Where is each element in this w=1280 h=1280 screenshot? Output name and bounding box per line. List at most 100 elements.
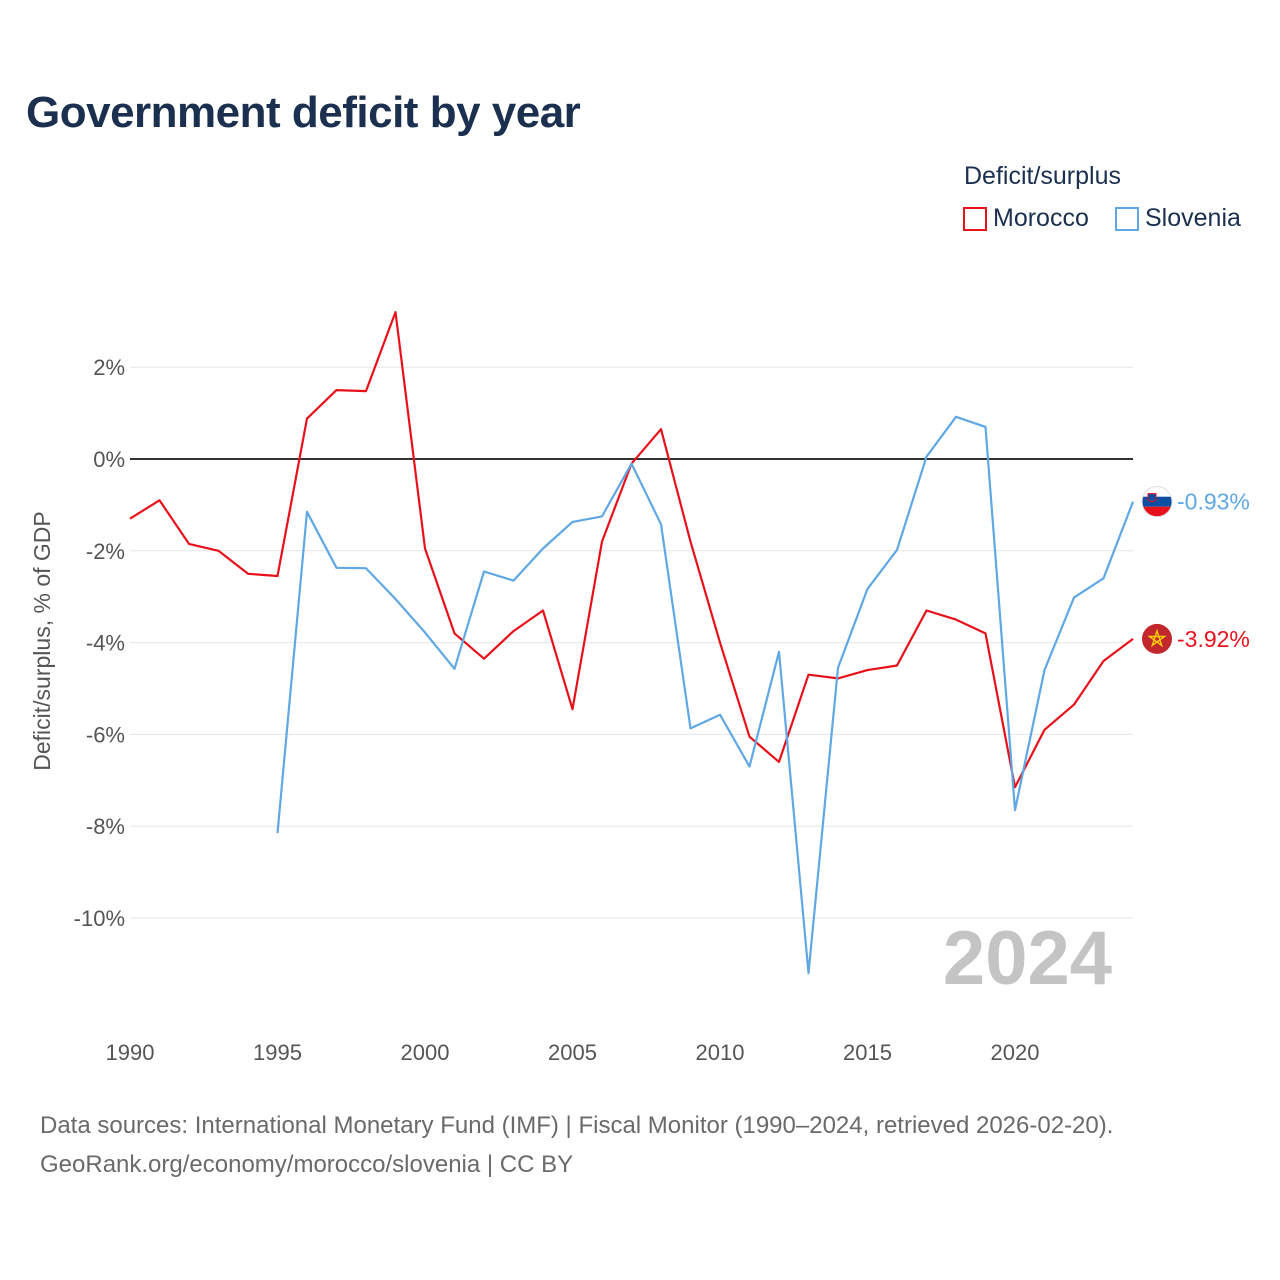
data-point-slovenia[interactable] [717,712,723,718]
footer: Data sources: International Monetary Fun… [40,1106,1113,1184]
data-point-slovenia[interactable] [599,513,605,519]
source-note: Data sources: International Monetary Fun… [40,1112,1114,1139]
legend-label-slovenia: Slovenia [1145,204,1241,232]
data-point-slovenia[interactable] [924,454,930,460]
data-point-slovenia[interactable] [865,586,871,592]
data-point-morocco[interactable] [1042,727,1048,733]
data-point-morocco[interactable] [452,630,458,636]
data-point-morocco[interactable] [806,672,812,678]
y-tick-label: -4% [86,631,125,656]
x-tick-label: 1990 [106,1040,155,1065]
y-tick-label: -6% [86,722,125,747]
end-label-slovenia: -0.93% [1177,489,1250,515]
data-point-morocco[interactable] [1071,702,1077,708]
data-point-slovenia[interactable] [1042,667,1048,673]
data-point-slovenia[interactable] [275,830,281,836]
data-point-morocco[interactable] [894,663,900,669]
data-point-slovenia[interactable] [983,424,989,430]
data-point-morocco[interactable] [776,759,782,765]
data-point-slovenia[interactable] [776,649,782,655]
grid-lines [130,366,1133,919]
data-point-slovenia[interactable] [422,630,428,636]
data-point-slovenia[interactable] [1101,575,1107,581]
data-point-slovenia[interactable] [304,509,310,515]
end-label-morocco: -3.92% [1177,626,1250,652]
data-point-slovenia[interactable] [363,565,369,571]
series-line-morocco[interactable] [129,311,1134,789]
data-point-slovenia[interactable] [688,725,694,731]
y-tick-label: -10% [74,906,125,931]
data-point-morocco[interactable] [865,667,871,673]
y-tick-label: -2% [86,539,125,564]
data-point-morocco[interactable] [422,546,428,552]
data-point-morocco[interactable] [127,516,133,522]
data-point-slovenia[interactable] [806,970,812,976]
data-point-morocco[interactable] [747,734,753,740]
series-line-slovenia[interactable] [276,415,1135,975]
slovenia-flag-icon [1141,486,1173,518]
data-point-slovenia[interactable] [481,568,487,574]
y-tick-label: 2% [93,355,125,380]
data-point-morocco[interactable] [157,497,163,503]
data-point-morocco[interactable] [393,309,399,315]
data-point-morocco[interactable] [570,706,576,712]
chart-title: Government deficit by year [26,88,581,137]
x-axis-ticks: 1990 1995 2000 2005 2010 2015 2020 [106,1040,1040,1065]
y-axis-title: Deficit/surplus, % of GDP [29,511,55,770]
data-point-morocco[interactable] [540,607,546,613]
data-point-morocco[interactable] [245,571,251,577]
data-point-slovenia[interactable] [835,665,841,671]
data-point-slovenia[interactable] [658,521,664,527]
data-point-slovenia[interactable] [452,666,458,672]
credit-note: GeoRank.org/economy/morocco/slovenia | C… [40,1151,574,1178]
legend-swatch-morocco [963,206,987,231]
data-point-slovenia[interactable] [747,764,753,770]
data-point-morocco[interactable] [334,387,340,393]
data-point-morocco[interactable] [983,630,989,636]
x-tick-label: 2020 [991,1040,1040,1065]
x-tick-label: 1995 [253,1040,302,1065]
data-point-morocco[interactable] [924,607,930,613]
data-point-slovenia[interactable] [1012,807,1018,813]
legend-item-slovenia[interactable]: Slovenia [1115,204,1241,233]
data-point-morocco[interactable] [599,539,605,545]
data-point-morocco[interactable] [1130,636,1136,642]
data-point-morocco[interactable] [953,617,959,623]
data-point-slovenia[interactable] [540,546,546,552]
legend-title: Deficit/surplus [964,162,1121,190]
x-tick-label: 2000 [401,1040,450,1065]
data-point-morocco[interactable] [717,640,723,646]
data-point-slovenia[interactable] [511,578,517,584]
data-point-slovenia[interactable] [1130,499,1136,505]
data-point-morocco[interactable] [275,573,281,579]
year-watermark: 2024 [943,916,1112,1001]
y-tick-label: -8% [86,814,125,839]
data-point-morocco[interactable] [688,539,694,545]
legend-item-morocco[interactable]: Morocco [963,204,1089,233]
data-point-slovenia[interactable] [334,565,340,571]
series-end-markers: -3.92% -0.93% [1141,486,1250,654]
x-tick-label: 2005 [548,1040,597,1065]
data-point-slovenia[interactable] [629,461,635,467]
data-point-slovenia[interactable] [393,596,399,602]
data-point-slovenia[interactable] [894,547,900,553]
data-point-slovenia[interactable] [570,519,576,525]
y-tick-label: 0% [93,447,125,472]
legend-swatch-slovenia [1115,206,1139,231]
data-point-morocco[interactable] [1101,658,1107,664]
data-point-morocco[interactable] [658,426,664,432]
morocco-flag-icon [1142,623,1172,654]
x-tick-label: 2010 [696,1040,745,1065]
data-point-morocco[interactable] [511,628,517,634]
x-tick-label: 2015 [843,1040,892,1065]
data-point-morocco[interactable] [186,541,192,547]
series-lines [127,309,1136,976]
data-point-morocco[interactable] [216,548,222,554]
data-point-slovenia[interactable] [953,414,959,420]
data-point-morocco[interactable] [304,416,310,422]
data-point-slovenia[interactable] [1071,595,1077,601]
data-point-morocco[interactable] [363,388,369,394]
data-point-morocco[interactable] [481,656,487,662]
y-axis-ticks: 2% 0% -2% -4% -6% -8% -10% [74,355,125,931]
